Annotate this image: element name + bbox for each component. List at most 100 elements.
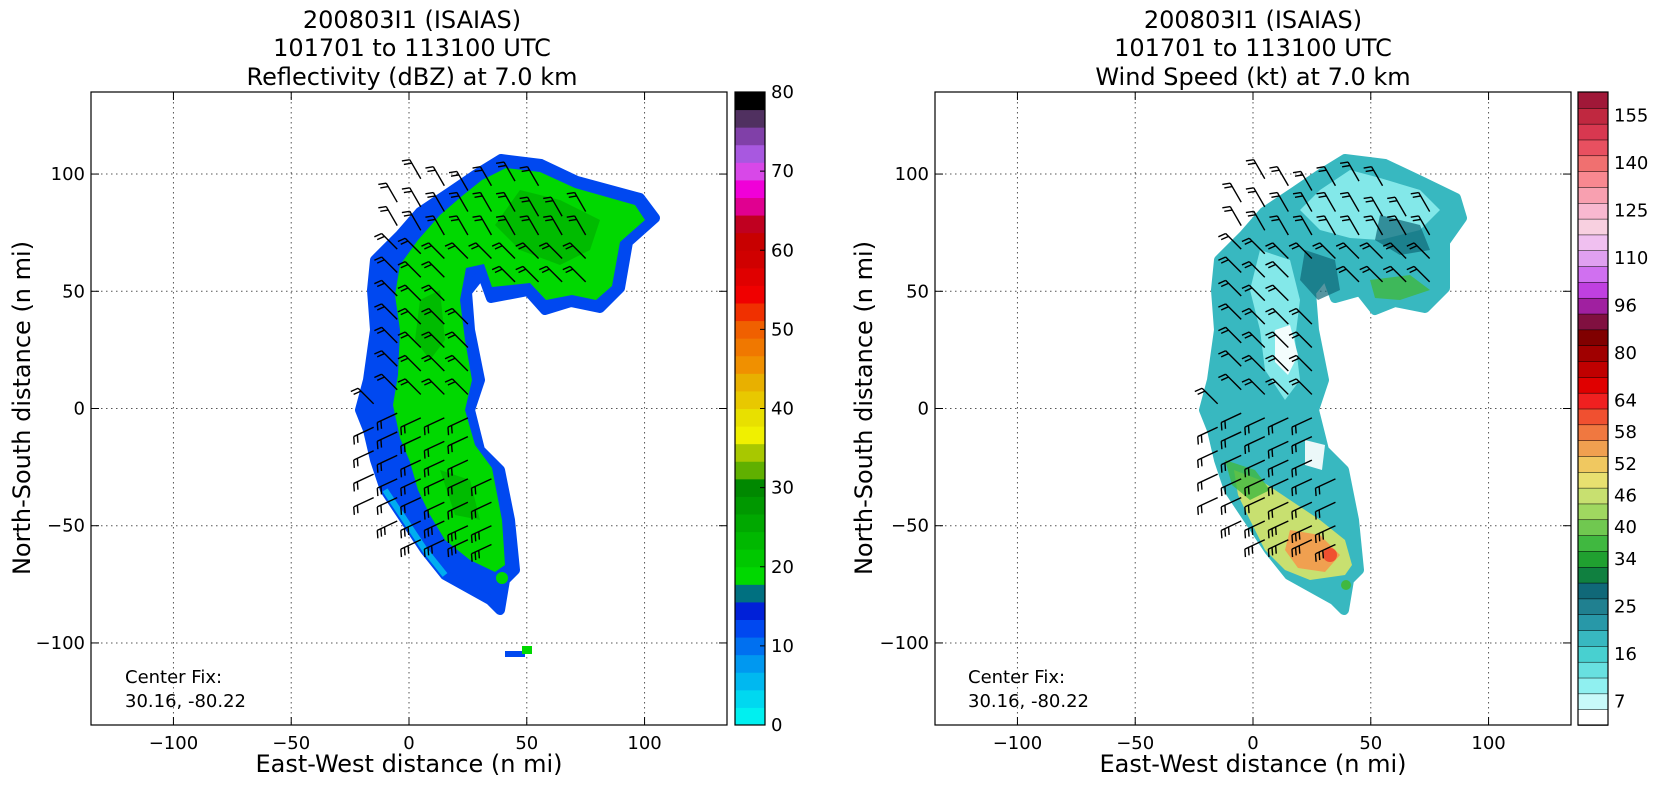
wind-colorbar-label-11: 110 bbox=[1614, 248, 1648, 269]
reflectivity-colorbar-segment bbox=[735, 109, 765, 128]
reflectivity-wind-barb bbox=[374, 279, 398, 297]
wind-wind-barb bbox=[1241, 354, 1266, 372]
wind-wind-barb bbox=[1244, 496, 1266, 515]
wind-wind-barb bbox=[1218, 326, 1242, 344]
reflectivity-wind-barb bbox=[519, 196, 540, 217]
wind-wind-barb bbox=[1244, 478, 1266, 497]
reflectivity-wind-barb bbox=[562, 265, 587, 283]
reflectivity-wind-barb bbox=[543, 215, 563, 236]
wind-wind-barb bbox=[1197, 473, 1218, 492]
reflectivity-wind-barb bbox=[519, 215, 540, 236]
wind-wind-barb bbox=[1312, 242, 1336, 259]
wind-center-fix-value: 30.16, -80.22 bbox=[968, 691, 1089, 712]
reflectivity-wind-barb bbox=[425, 166, 445, 187]
wind-wind-barb bbox=[1382, 242, 1407, 259]
reflectivity-wind-barb bbox=[423, 417, 445, 436]
reflectivity-wind-barb bbox=[423, 440, 445, 459]
wind-colorbar-label-3: 34 bbox=[1614, 549, 1637, 570]
reflectivity-colorbar-segment bbox=[735, 355, 765, 374]
reflectivity-panel: 200803I1 (ISAIAS) 101701 to 113100 UTC R… bbox=[8, 6, 794, 778]
wind-colorbar-label-6: 52 bbox=[1614, 454, 1637, 475]
wind-x-tick-label-3: 50 bbox=[1359, 733, 1382, 754]
wind-colorbar-segment bbox=[1577, 234, 1609, 252]
reflectivity-wind-barb bbox=[447, 435, 469, 454]
wind-wind-barb bbox=[1265, 284, 1289, 302]
wind-swath-orange bbox=[1285, 530, 1340, 572]
wind-isolated-cell-2 bbox=[1344, 602, 1348, 606]
wind-wind-barb bbox=[1244, 459, 1266, 478]
wind-colorbar-label-1: 16 bbox=[1614, 644, 1637, 665]
wind-wind-barb bbox=[1291, 478, 1313, 497]
reflectivity-wind-barb bbox=[397, 284, 422, 302]
wind-colorbar-segment bbox=[1577, 186, 1609, 204]
wind-wind-barb bbox=[1241, 261, 1266, 278]
reflectivity-colorbar-segment bbox=[735, 92, 765, 111]
reflectivity-y-axis-label: North-South distance (n mi) bbox=[8, 241, 36, 575]
reflectivity-colorbar-segment bbox=[735, 144, 765, 163]
reflectivity-wind-barb bbox=[401, 210, 422, 231]
wind-wind-barb bbox=[1220, 431, 1242, 450]
wind-y-tick-label-1: 50 bbox=[906, 281, 929, 302]
wind-colorbar-segment bbox=[1577, 170, 1609, 188]
reflectivity-wind-barb bbox=[374, 232, 398, 250]
wind-colorbar-segment bbox=[1577, 376, 1609, 394]
reflectivity-midlevel-echo bbox=[415, 190, 600, 520]
reflectivity-wind-barb bbox=[538, 242, 563, 259]
reflectivity-wind-barb bbox=[397, 331, 422, 349]
reflectivity-colorbar-segment bbox=[735, 514, 765, 533]
wind-wind-barb bbox=[1314, 478, 1336, 497]
reflectivity-wind-barb bbox=[374, 350, 398, 367]
wind-wind-barb bbox=[1245, 159, 1266, 180]
wind-colorbar-label-0: 7 bbox=[1614, 691, 1625, 712]
wind-wind-barbs bbox=[1194, 159, 1431, 562]
reflectivity-y-tick-label-0: 100 bbox=[51, 164, 85, 185]
wind-wind-barb bbox=[1291, 539, 1313, 558]
reflectivity-wind-barb bbox=[400, 478, 422, 497]
wind-wind-barb bbox=[1288, 354, 1313, 372]
wind-wind-barb bbox=[1406, 265, 1431, 283]
reflectivity-wind-barb bbox=[401, 187, 422, 208]
wind-wind-barb bbox=[1222, 205, 1242, 226]
reflectivity-x-tick-label-4: 100 bbox=[627, 733, 661, 754]
reflectivity-center-fix-label: Center Fix: bbox=[125, 667, 222, 688]
wind-wind-barb bbox=[1267, 520, 1289, 539]
wind-y-axis-label: North-South distance (n mi) bbox=[850, 241, 878, 575]
wind-colorbar-label-5: 46 bbox=[1614, 486, 1637, 507]
reflectivity-wind-barb bbox=[515, 265, 540, 283]
wind-wind-barb bbox=[1288, 242, 1313, 259]
wind-wind-barb bbox=[1220, 478, 1242, 497]
wind-wind-barb bbox=[1288, 378, 1313, 395]
reflectivity-colorbar-segment bbox=[735, 549, 765, 568]
wind-wind-barb bbox=[1241, 307, 1266, 325]
reflectivity-wind-barb bbox=[425, 215, 445, 236]
wind-wind-barb bbox=[1291, 501, 1313, 520]
reflectivity-title-line-1: 200803I1 (ISAIAS) bbox=[303, 6, 521, 34]
reflectivity-wind-barb bbox=[447, 478, 469, 497]
wind-x-tick-label-2: 0 bbox=[1247, 733, 1258, 754]
reflectivity-wind-barb bbox=[376, 454, 398, 473]
wind-colorbar-segment bbox=[1577, 661, 1609, 679]
wind-swath-dark bbox=[1300, 215, 1430, 300]
wind-colorbar-segment bbox=[1577, 139, 1609, 157]
reflectivity-wind-barb bbox=[470, 543, 492, 562]
reflectivity-wind-barb bbox=[378, 205, 398, 226]
wind-wind-barb bbox=[1265, 354, 1289, 372]
reflectivity-wind-barb bbox=[519, 166, 540, 187]
reflectivity-center-fix-value: 30.16, -80.22 bbox=[125, 691, 246, 712]
reflectivity-wind-barb bbox=[397, 261, 422, 278]
wind-swath-green bbox=[1225, 275, 1430, 500]
reflectivity-y-tick-label-4: −100 bbox=[36, 633, 85, 654]
reflectivity-colorbar-label-1: 10 bbox=[771, 636, 794, 657]
reflectivity-colorbar-label-6: 60 bbox=[771, 240, 794, 261]
wind-wind-barb bbox=[1241, 237, 1266, 255]
wind-colorbar-segment bbox=[1577, 313, 1609, 331]
reflectivity-colorbar-segment bbox=[735, 373, 765, 392]
wind-wind-barb bbox=[1218, 256, 1242, 274]
wind-wind-barb bbox=[1269, 166, 1289, 187]
wind-colorbar-label-7: 58 bbox=[1614, 422, 1637, 443]
wind-title-line-2: 101701 to 113100 UTC bbox=[1114, 34, 1392, 62]
reflectivity-wind-barb bbox=[491, 265, 516, 283]
wind-colorbar-frame bbox=[1577, 91, 1609, 726]
wind-wind-barb bbox=[1245, 210, 1266, 231]
reflectivity-axis-ticks: −100 −50 0 50 100 100 50 0 −50 −100 bbox=[36, 92, 727, 754]
